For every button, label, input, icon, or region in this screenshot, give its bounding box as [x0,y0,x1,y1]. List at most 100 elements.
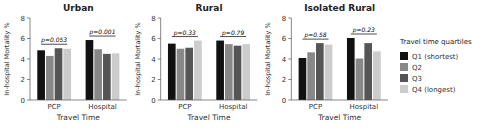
annotation: p=0.33 [173,29,196,37]
bracket [220,36,246,37]
x-tick-label: Hospital [219,103,248,111]
x-tick-label: PCP [178,103,191,111]
bar [37,50,45,100]
bar [46,56,54,100]
legend-swatch [400,52,408,60]
bar [194,41,202,100]
legend-swatch [400,85,408,93]
annotation: p=0.053 [40,36,67,44]
bar [299,58,307,100]
annotation: p=0.58 [303,31,326,39]
y-tick [288,79,291,80]
bar [86,40,94,100]
panel: Urban02468In-hospital Mortality %PCPp=0.… [3,3,127,122]
legend-label: Q1 (shortest) [412,53,459,61]
bar [216,41,224,100]
x-axis-label: Travel Time [317,113,361,122]
panel: Isolated Rural 0 2 4 6 8 In-hospital Mortality… [264,3,388,122]
y-tick-label: 8 [21,15,25,23]
y-tick-label: 2 [282,76,286,84]
y-tick [27,38,30,39]
x-axis-label: Travel Time [186,113,230,122]
y-axis-label: In-hospital Mortality % [134,22,142,95]
legend-label: Q2 [412,64,422,72]
legend-label: Q4 (longest) [412,86,456,94]
y-tick [288,18,291,19]
x-axis-label: Travel Time [56,113,100,122]
y-tick-label: 8 [282,15,286,23]
y-tick-label: 8 [151,15,155,23]
bracket [89,36,115,37]
x-tick-label: PCP [309,103,322,111]
x-axis [30,100,127,101]
bars [37,40,119,100]
annotation: p=0.79 [221,29,244,37]
bracket [41,44,67,45]
legend-title: Travel time quartiles [399,38,472,46]
y-axis-label: In-hospital Mortality % [3,22,11,95]
bar [168,44,176,100]
y-tick [288,59,291,60]
panel: Rural 0 2 4 6 8 In-hospital Mortality % PCP p=0.… [134,3,258,122]
bars [299,38,381,100]
annotation: p=0.001 [88,28,115,36]
y-axis-label: In-hospital Mortality % [264,22,272,95]
bar [234,46,242,100]
y-tick-label: 0 [21,97,25,105]
bar [347,38,355,100]
y-tick-label: 4 [151,56,156,64]
y-tick [158,38,161,39]
y-tick [27,79,30,80]
bar [356,58,364,100]
y-tick [288,38,291,39]
legend-label: Q3 [412,75,422,83]
x-tick-label: PCP [47,103,60,111]
bar [307,52,315,100]
y-tick [27,59,30,60]
y-tick-label: 2 [21,76,25,84]
bar [185,48,193,100]
bar [55,48,63,100]
y-tick [27,18,30,19]
y-tick [288,100,291,101]
bar [316,43,324,100]
bracket [302,39,328,40]
title: Urban [63,3,94,13]
legend-swatch [400,63,408,71]
x-tick-label: Hospital [88,103,117,111]
bracket [172,36,198,37]
y-tick-label: 4 [282,56,287,64]
title: Rural [196,3,223,13]
bars [168,41,250,100]
bar [112,53,120,100]
y-tick [158,59,161,60]
legend: Travel time quartiles Q1 (shortest) Q2 Q3 Q4… [399,38,472,94]
y-tick [158,100,161,101]
bar [63,49,71,100]
x-axis [161,100,258,101]
bar [242,44,250,100]
y-tick-label: 6 [151,35,156,43]
y-tick-label: 6 [282,35,287,43]
y-tick [158,79,161,80]
bar [177,49,185,100]
bar [364,43,372,100]
y-tick [27,100,30,101]
legend-swatch [400,74,408,82]
bar [103,54,111,100]
bar [373,51,381,100]
y-tick-label: 0 [282,97,286,105]
y-tick [158,18,161,19]
title: Isolated Rural [304,3,375,13]
y-axis [30,18,31,100]
bar [94,49,102,100]
x-axis [291,100,388,101]
y-axis [291,18,292,100]
bar [225,44,233,100]
bracket [351,33,377,34]
bar [325,45,333,100]
y-axis [160,18,161,100]
y-tick-label: 2 [151,76,155,84]
annotation: p=0.23 [352,26,375,34]
y-tick-label: 0 [151,97,155,105]
